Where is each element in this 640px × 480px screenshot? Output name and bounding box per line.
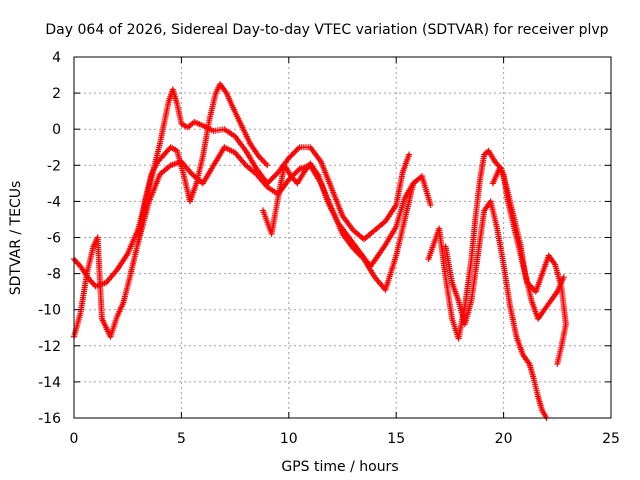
grid <box>74 57 611 418</box>
data-point <box>410 180 417 187</box>
x-tick-label: 10 <box>280 431 298 447</box>
y-tick-label: -10 <box>38 303 61 319</box>
axis-ticks <box>73 56 612 419</box>
x-tick-label: 15 <box>387 431 405 447</box>
data-point <box>293 168 300 175</box>
x-tick-label: 0 <box>70 431 79 447</box>
x-tick-label: 25 <box>602 431 620 447</box>
x-tick-label: 5 <box>177 431 186 447</box>
y-tick-label: 4 <box>52 50 61 66</box>
data-point <box>289 151 296 158</box>
data-point <box>288 152 295 159</box>
y-axis-label: SDTVAR / TECUs <box>8 181 24 296</box>
data-point <box>560 274 567 281</box>
y-tick-label: 2 <box>52 86 61 102</box>
data-point <box>285 155 292 162</box>
series-satellite-track-D <box>260 160 417 270</box>
data-point <box>285 176 292 183</box>
data-point <box>271 173 278 180</box>
data-point <box>265 178 272 185</box>
data-point <box>264 162 271 169</box>
data-point <box>287 153 294 160</box>
y-tick-label: -2 <box>47 158 61 174</box>
y-tick-label: -4 <box>47 194 61 210</box>
y-tick-label: -8 <box>47 267 61 283</box>
data-point <box>406 151 413 158</box>
chart-title: Day 064 of 2026, Sidereal Day-to-day VTE… <box>45 22 608 38</box>
data-point <box>292 148 299 155</box>
data-point <box>295 167 302 174</box>
series-satellite-track-B <box>71 144 434 340</box>
data-point <box>267 177 274 184</box>
y-tick-labels: -16 -14 -12 -10 -8 -6 -4 -2 0 2 4 <box>38 50 61 427</box>
data-point <box>269 174 276 181</box>
data-point <box>291 149 298 156</box>
y-tick-label: -14 <box>38 375 61 391</box>
series-satellite-track-F <box>442 198 550 421</box>
data-point <box>272 172 279 179</box>
x-tick-labels: 0 5 10 15 20 25 <box>70 431 620 447</box>
series-satellite-track-C <box>135 81 271 245</box>
x-axis-label: GPS time / hours <box>281 459 398 475</box>
data-point <box>268 176 275 183</box>
y-tick-label: -16 <box>38 411 61 427</box>
x-tick-label: 20 <box>495 431 513 447</box>
y-tick-label: 0 <box>52 122 61 138</box>
series-satellite-track-G <box>489 165 569 367</box>
data-points <box>71 81 569 421</box>
y-tick-label: -6 <box>47 231 61 247</box>
data-point <box>427 202 434 209</box>
data-point <box>554 360 561 367</box>
y-tick-label: -12 <box>38 339 61 355</box>
data-point <box>292 169 299 176</box>
data-point <box>295 145 302 152</box>
data-point <box>293 146 300 153</box>
